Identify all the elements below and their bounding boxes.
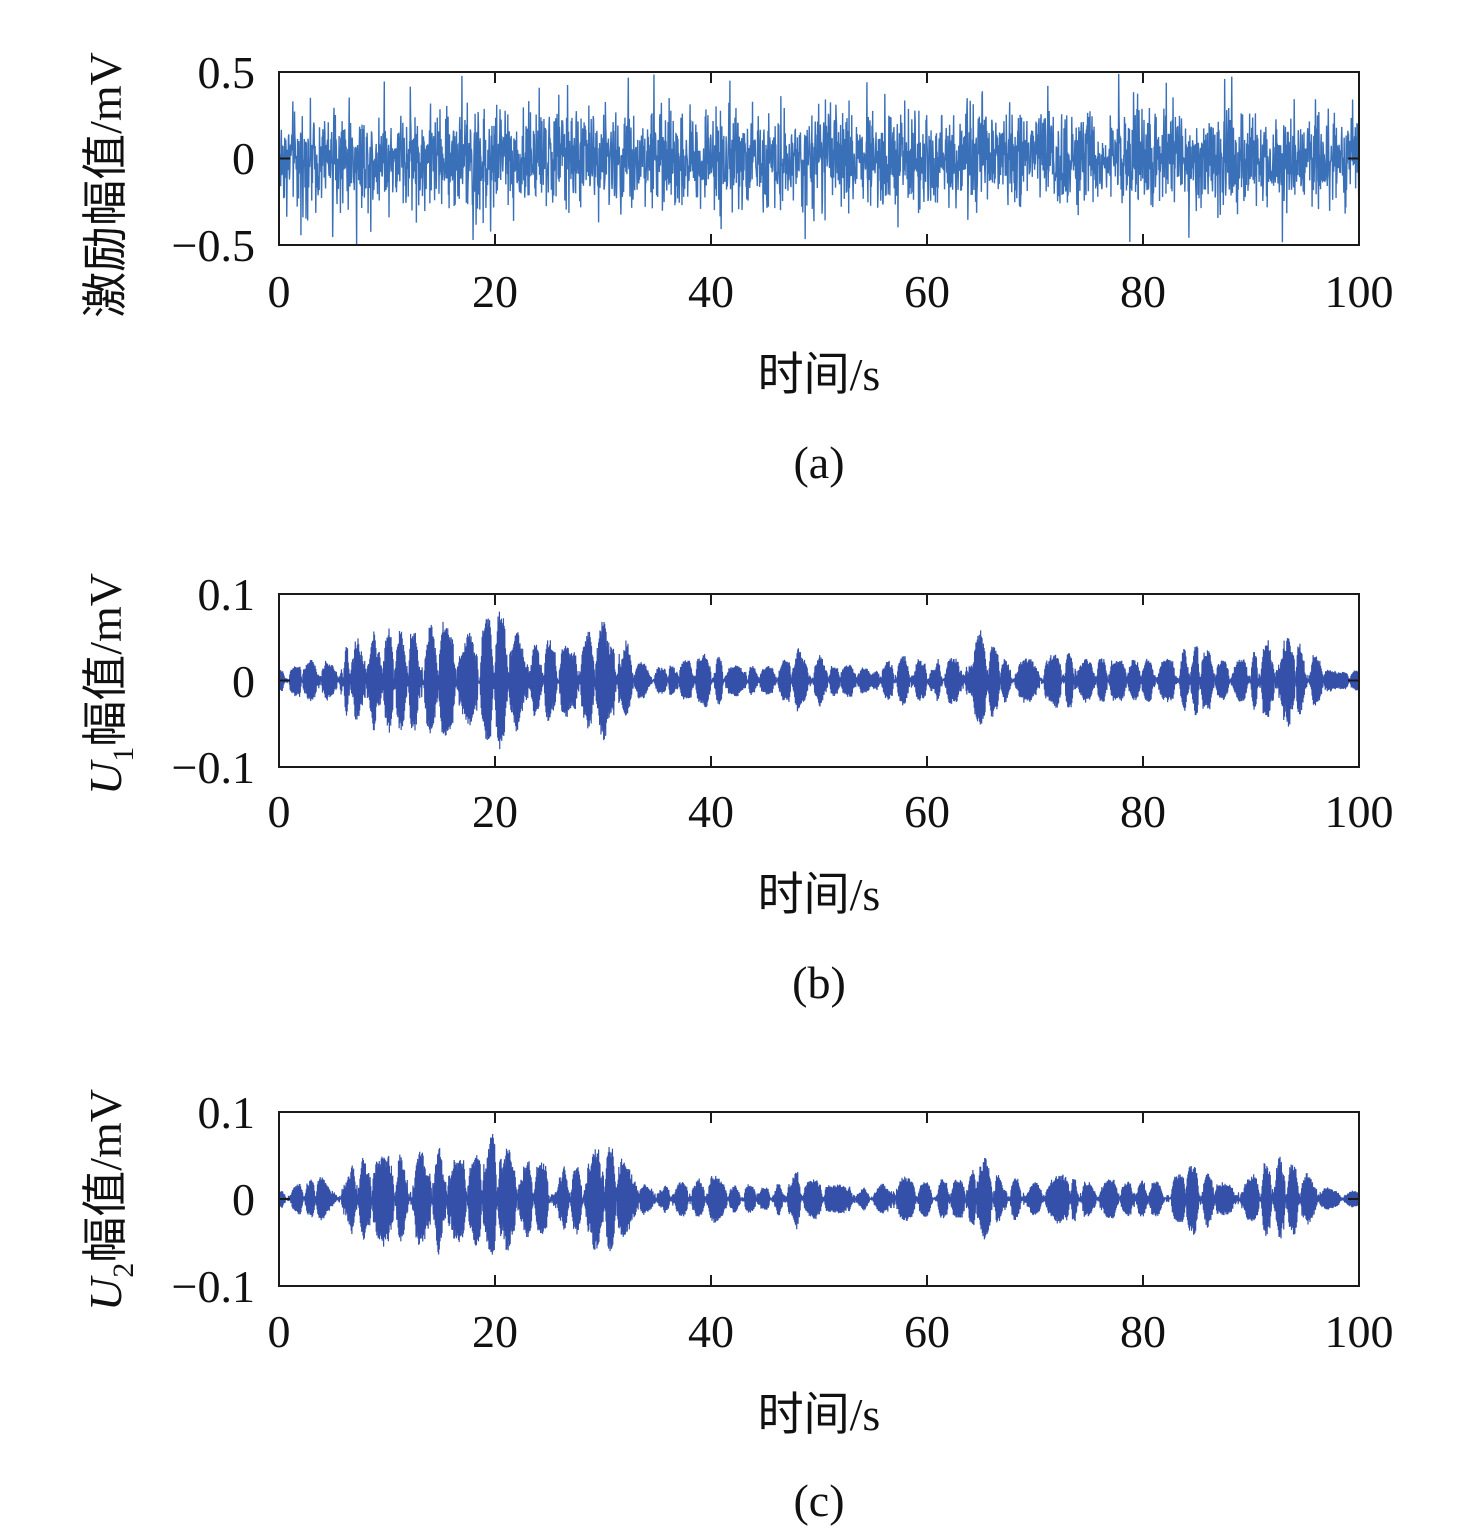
panel-b-xtick-label: 0 [268,786,291,837]
panel-a-xtick-label: 60 [904,266,950,317]
panel-c-plot-area [278,1111,1360,1287]
panel-b-xtick-label: 60 [904,786,950,837]
panel-c-xtick-label: 100 [1325,1306,1394,1357]
panel-c-caption: (c) [793,1475,844,1526]
panel-b-xtick-label: 100 [1325,786,1394,837]
panel-c-y-axis-label-text: 幅值/mV [80,1089,131,1263]
panel-a-ytick-label: −0.5 [172,220,255,271]
panel-b-xtick-label: 20 [472,786,518,837]
panel-c: 0.1 0 −0.1 0 20 40 60 80 100 U2幅值/mV 时间/… [80,1087,1394,1526]
panel-a-xtick-label: 100 [1325,266,1394,317]
panel-b-y-axis-label: U1幅值/mV [80,573,140,795]
panel-b-caption: (b) [792,957,846,1008]
panel-c-xtick-label: 0 [268,1306,291,1357]
signal-trace [278,1134,1360,1255]
panel-c-xtick-label: 20 [472,1306,518,1357]
panel-b-ytick-label: −0.1 [172,742,255,793]
panel-b-ytick-label: 0 [232,656,255,707]
panel-a-ytick-label: 0.5 [198,47,256,98]
panel-c-x-axis-label: 时间/s [758,1389,881,1440]
panel-c-y-axis-label-subscript: 2 [107,1263,140,1278]
panel-a-plot-area [278,71,1360,246]
panel-b-x-axis-label: 时间/s [758,869,881,920]
panel-b-xtick-label: 40 [688,786,734,837]
panel-b-ticks [278,593,1360,768]
panel-a-x-axis-label: 时间/s [758,349,881,400]
panel-c-ytick-label: 0 [232,1174,255,1225]
panel-b-xtick-label: 80 [1120,786,1166,837]
panel-c-ytick-label: 0.1 [198,1087,256,1138]
panel-c-y-axis-label: U2幅值/mV [80,1089,140,1311]
panel-b-ytick-label: 0.1 [198,569,256,620]
panel-c-ytick-label: −0.1 [172,1261,255,1312]
panel-c-xtick-label: 60 [904,1306,950,1357]
signal-trace [278,73,1360,245]
signal-trace [278,611,1360,750]
panel-a-ytick-label: 0 [232,133,255,184]
panel-c-ticks [278,1111,1360,1287]
panel-a-xtick-label: 20 [472,266,518,317]
panel-a-xtick-label: 0 [268,266,291,317]
panel-b-y-axis-label-symbol: U [80,759,131,795]
panel-a-caption: (a) [793,437,844,488]
panel-c-series-u2 [278,1134,1360,1255]
panel-a: 0.5 0 −0.5 0 20 40 60 80 100 激励幅值/mV 时间/… [80,47,1394,488]
panel-c-y-axis-label-symbol: U [80,1275,131,1311]
panel-a-ticks [278,71,1360,246]
panel-b: 0.1 0 −0.1 0 20 40 60 80 100 U1幅值/mV 时间/… [80,569,1394,1008]
panel-b-series-u1 [278,611,1360,750]
panel-b-y-axis-label-text: 幅值/mV [80,573,131,747]
panel-c-xtick-label: 40 [688,1306,734,1357]
panel-b-y-axis-label-subscript: 1 [107,747,140,762]
panel-a-xtick-label: 80 [1120,266,1166,317]
panel-b-plot-area [278,593,1360,768]
panel-a-xtick-label: 40 [688,266,734,317]
panel-a-series-excitation [278,73,1360,245]
panel-c-xtick-label: 80 [1120,1306,1166,1357]
panel-a-y-axis-label: 激励幅值/mV [80,52,131,318]
